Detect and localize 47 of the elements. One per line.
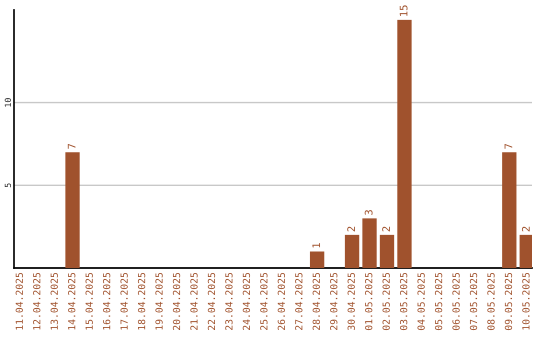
x-tick-label: 28.04.2025 bbox=[312, 272, 320, 330]
x-tick-label: 19.04.2025 bbox=[155, 272, 163, 330]
data-label: 2 bbox=[382, 226, 390, 232]
data-label: 7 bbox=[504, 144, 512, 149]
x-tick-label: 18.04.2025 bbox=[138, 272, 146, 330]
x-tick-label: 05.05.2025 bbox=[434, 272, 442, 330]
x-tick-label: 08.05.2025 bbox=[487, 272, 495, 330]
data-label: 1 bbox=[312, 243, 320, 248]
bar bbox=[362, 218, 377, 268]
x-tick-label: 24.04.2025 bbox=[242, 272, 250, 330]
x-tick-label: 10.05.2025 bbox=[522, 272, 530, 330]
bar bbox=[397, 20, 412, 268]
x-tick-label: 04.05.2025 bbox=[417, 272, 425, 330]
bar bbox=[310, 251, 324, 268]
data-label: 15 bbox=[400, 5, 408, 16]
data-label: 7 bbox=[68, 144, 76, 149]
y-tick-label: 5 bbox=[4, 183, 11, 188]
x-tick-label: 21.04.2025 bbox=[190, 272, 198, 330]
x-tick-label: 09.05.2025 bbox=[504, 272, 512, 330]
x-tick-label: 20.04.2025 bbox=[172, 272, 180, 330]
data-label: 3 bbox=[364, 210, 373, 215]
x-tick-label: 22.04.2025 bbox=[208, 272, 216, 330]
x-tick-label: 14.04.2025 bbox=[68, 272, 76, 330]
bar bbox=[65, 152, 80, 268]
x-tick-label: 11.04.2025 bbox=[16, 272, 23, 330]
x-tick-label: 07.05.2025 bbox=[470, 272, 478, 330]
bar bbox=[380, 234, 394, 268]
x-tick-label: 12.04.2025 bbox=[33, 272, 40, 330]
x-tick-label: 01.05.2025 bbox=[365, 272, 372, 330]
data-label: 2 bbox=[347, 226, 355, 232]
x-tick-label: 30.04.2025 bbox=[348, 272, 355, 330]
x-tick-label: 23.04.2025 bbox=[225, 272, 233, 330]
x-tick-label: 02.05.2025 bbox=[382, 272, 390, 330]
x-tick-label: 29.04.2025 bbox=[330, 272, 338, 330]
x-tick-label: 25.04.2025 bbox=[260, 272, 268, 330]
x-tick-label: 16.04.2025 bbox=[102, 272, 110, 330]
x-tick-label: 17.04.2025 bbox=[120, 272, 128, 330]
y-tick-label: 10 bbox=[4, 98, 11, 107]
x-tick-label: 26.04.2025 bbox=[278, 272, 286, 330]
bar bbox=[344, 234, 360, 268]
x-tick-label: 03.05.2025 bbox=[400, 272, 408, 330]
x-tick-label: 06.05.2025 bbox=[452, 272, 460, 330]
x-tick-label: 27.04.2025 bbox=[295, 272, 302, 330]
bar bbox=[502, 152, 516, 268]
data-label: 2 bbox=[522, 226, 530, 232]
x-tick-label: 15.04.2025 bbox=[85, 272, 93, 330]
x-tick-label: 13.04.2025 bbox=[50, 272, 58, 330]
